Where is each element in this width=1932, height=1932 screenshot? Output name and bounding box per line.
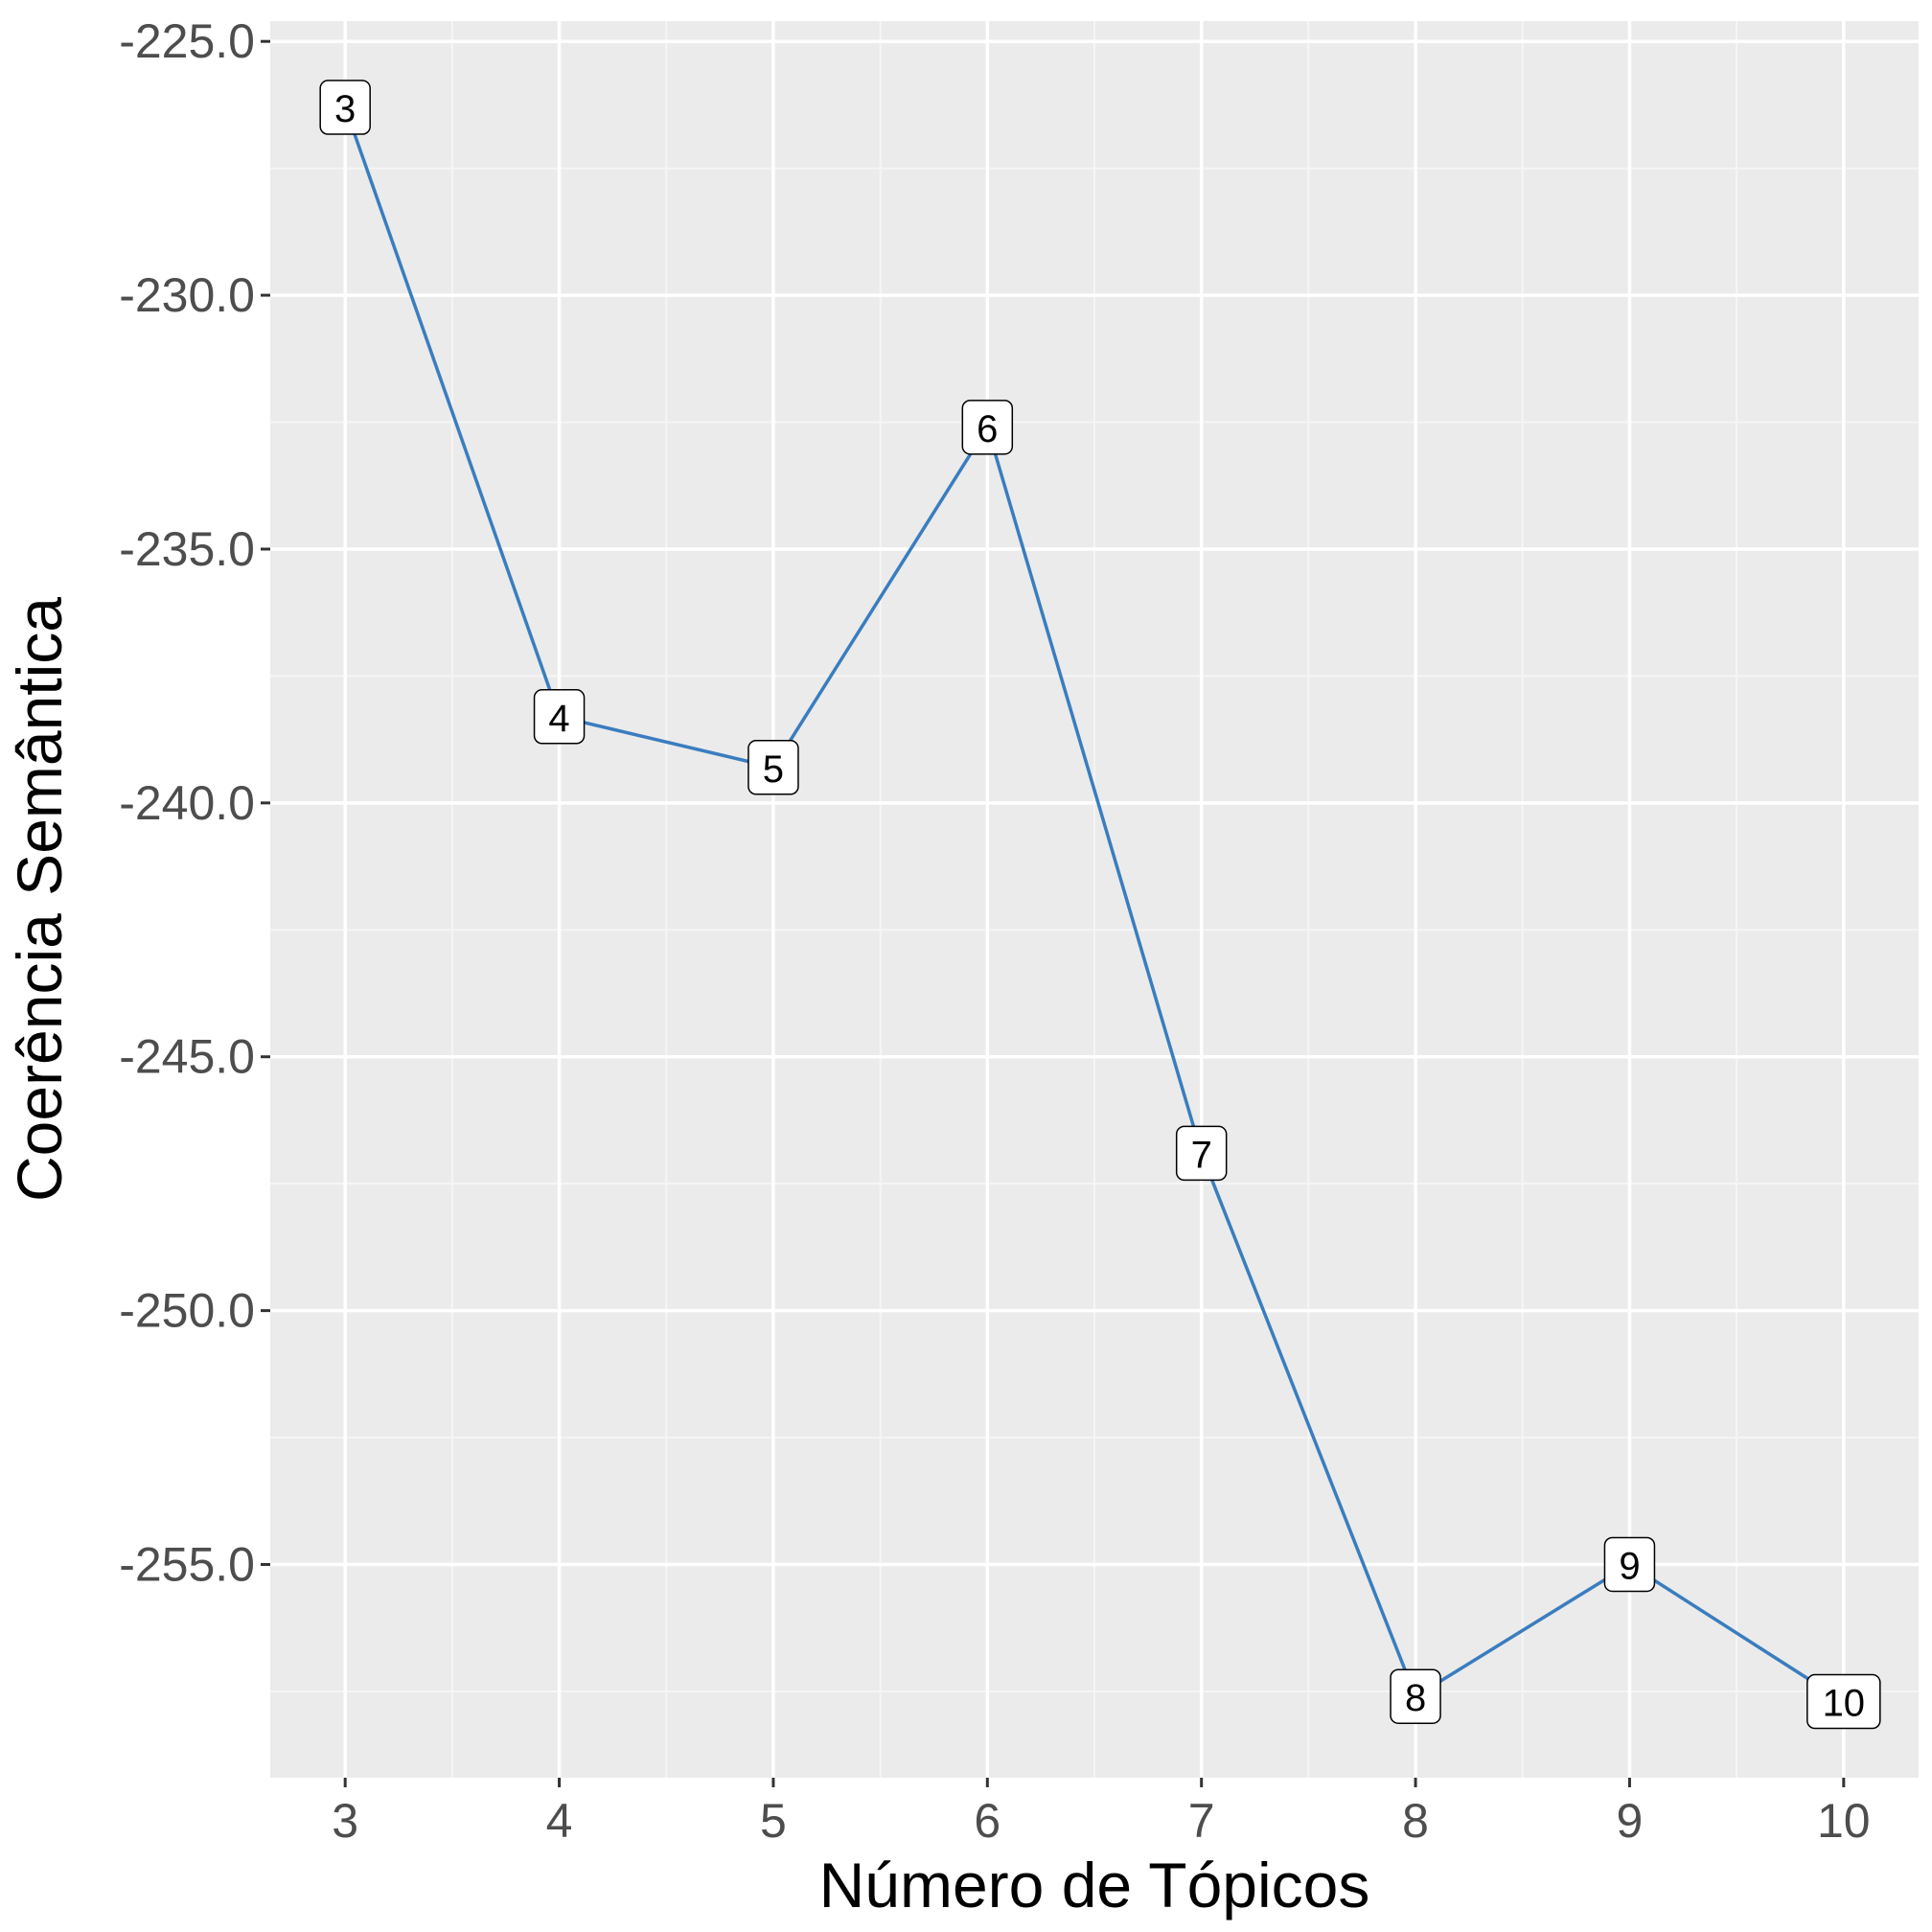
point-label-text: 9 [1619,1545,1640,1587]
point-label: 4 [533,689,586,745]
point-label: 8 [1390,1668,1441,1724]
point-label-text: 7 [1191,1134,1212,1176]
point-label-text: 3 [334,88,356,130]
grid-major [270,21,1919,1778]
x-tick-label: 8 [1402,1794,1429,1848]
grid-minor [270,21,1919,1778]
point-label-box [319,80,371,135]
point-label-text: 4 [548,698,569,740]
y-tick-label: -230.0 [119,268,255,322]
point-label-box [748,740,799,795]
x-axis-title: Número de Tópicos [819,1850,1370,1920]
point-label: 10 [1806,1673,1881,1730]
series-line [343,105,1846,1704]
x-tick-label: 10 [1817,1794,1871,1848]
point-label-text: 6 [977,408,998,450]
point-label-box [961,400,1014,455]
series-lines [343,105,1846,1704]
x-tick-label: 5 [760,1794,787,1848]
point-label-box [1603,1536,1656,1593]
y-tick-label: -240.0 [119,776,255,830]
point-label: 3 [319,80,371,135]
x-tick-label: 3 [332,1794,358,1848]
y-axis-title: Coerência Semântica [4,597,75,1202]
y-tick-label: -225.0 [119,14,255,68]
x-tick-label: 7 [1188,1794,1215,1848]
point-label: 6 [961,400,1014,455]
y-tick-label: -255.0 [119,1537,255,1591]
point-label-box [1806,1673,1881,1730]
point-label-text: 8 [1405,1677,1426,1719]
x-tick-label: 6 [974,1794,1000,1848]
y-tick-label: -245.0 [119,1030,255,1084]
point-label-box [1390,1668,1441,1724]
y-axis: -225.0 -230.0 -235.0 -240.0 -245.0 -250.0 -255… [119,14,270,1591]
x-tick-label: 9 [1617,1794,1644,1848]
x-tick-label: 4 [546,1794,573,1848]
point-label: 5 [748,740,799,795]
y-tick-label: -235.0 [119,522,255,576]
point-labels: 3 4 5 6 7 8 9 10 [319,80,1881,1730]
point-label: 9 [1603,1536,1656,1593]
point-label-text: 5 [763,748,784,791]
point-label-box [533,689,586,745]
y-tick-label: -250.0 [119,1284,255,1338]
point-label: 7 [1175,1125,1228,1182]
x-axis: 3 4 5 6 7 8 9 10 [332,1778,1871,1848]
point-label-box [1175,1125,1228,1182]
point-label-text: 10 [1823,1683,1866,1725]
